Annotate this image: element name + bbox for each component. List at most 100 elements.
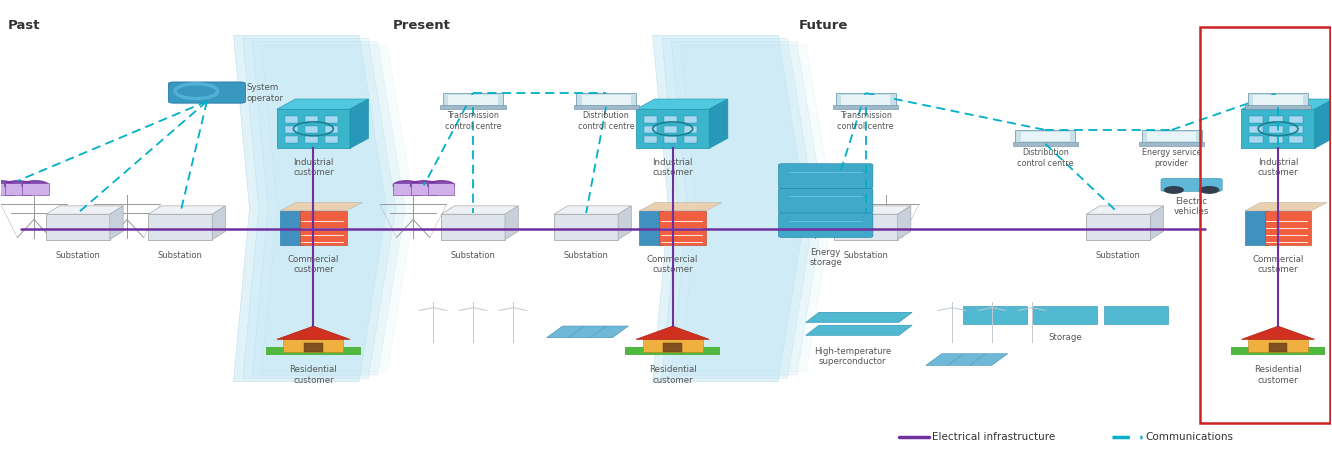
Text: Substation: Substation (159, 251, 202, 260)
FancyBboxPatch shape (305, 126, 318, 133)
Polygon shape (277, 326, 350, 339)
FancyBboxPatch shape (45, 214, 109, 239)
Circle shape (843, 171, 870, 181)
Polygon shape (1241, 326, 1315, 339)
FancyBboxPatch shape (1245, 106, 1311, 109)
Circle shape (826, 171, 852, 181)
Text: Residential
customer: Residential customer (289, 365, 337, 385)
Polygon shape (233, 35, 386, 382)
FancyBboxPatch shape (266, 347, 361, 355)
FancyBboxPatch shape (683, 126, 697, 133)
Polygon shape (554, 206, 631, 214)
FancyBboxPatch shape (449, 95, 498, 105)
Circle shape (5, 181, 31, 190)
Polygon shape (671, 42, 825, 375)
FancyBboxPatch shape (1231, 347, 1325, 355)
Text: Communications: Communications (1146, 432, 1233, 442)
FancyBboxPatch shape (1269, 116, 1283, 123)
Circle shape (23, 181, 48, 190)
FancyBboxPatch shape (778, 163, 872, 188)
FancyBboxPatch shape (277, 109, 350, 149)
Polygon shape (834, 206, 911, 214)
Polygon shape (637, 326, 709, 339)
FancyBboxPatch shape (0, 183, 15, 194)
FancyBboxPatch shape (1269, 343, 1288, 351)
FancyBboxPatch shape (304, 343, 322, 351)
Circle shape (809, 171, 835, 181)
FancyBboxPatch shape (441, 106, 506, 109)
FancyBboxPatch shape (305, 137, 318, 143)
FancyBboxPatch shape (637, 109, 709, 149)
FancyBboxPatch shape (325, 137, 338, 143)
Polygon shape (252, 42, 405, 375)
Polygon shape (1241, 99, 1332, 109)
FancyBboxPatch shape (1253, 95, 1303, 105)
Polygon shape (212, 206, 225, 239)
FancyBboxPatch shape (834, 214, 898, 239)
FancyBboxPatch shape (1289, 126, 1303, 133)
Text: Industrial
customer: Industrial customer (653, 157, 693, 177)
Polygon shape (653, 35, 806, 382)
FancyBboxPatch shape (1289, 137, 1303, 143)
FancyBboxPatch shape (280, 211, 304, 245)
Polygon shape (709, 99, 727, 149)
Text: High-temperature
superconductor: High-temperature superconductor (814, 347, 891, 366)
FancyBboxPatch shape (659, 211, 706, 245)
Polygon shape (662, 38, 815, 378)
Text: Past: Past (8, 19, 40, 32)
FancyBboxPatch shape (645, 137, 658, 143)
Polygon shape (898, 206, 911, 239)
Text: Substation: Substation (563, 251, 609, 260)
FancyBboxPatch shape (285, 126, 298, 133)
FancyBboxPatch shape (1248, 93, 1308, 107)
Circle shape (428, 181, 454, 190)
Text: Commercial
customer: Commercial customer (1252, 255, 1304, 274)
Text: Transmission
control centre: Transmission control centre (838, 112, 894, 131)
FancyBboxPatch shape (1249, 116, 1263, 123)
FancyBboxPatch shape (1020, 132, 1070, 142)
Text: Energy service
provider: Energy service provider (1142, 149, 1201, 168)
FancyBboxPatch shape (428, 183, 454, 194)
Text: Present: Present (393, 19, 452, 32)
FancyBboxPatch shape (778, 213, 872, 238)
FancyBboxPatch shape (444, 93, 503, 107)
Polygon shape (148, 206, 225, 214)
FancyBboxPatch shape (835, 93, 895, 107)
FancyBboxPatch shape (963, 307, 1027, 324)
FancyBboxPatch shape (1265, 211, 1311, 245)
FancyBboxPatch shape (1139, 143, 1204, 146)
FancyBboxPatch shape (663, 343, 682, 351)
FancyBboxPatch shape (1245, 211, 1268, 245)
Polygon shape (926, 354, 1007, 365)
FancyBboxPatch shape (683, 137, 697, 143)
FancyBboxPatch shape (809, 174, 835, 185)
Polygon shape (1087, 206, 1164, 214)
FancyBboxPatch shape (1104, 307, 1168, 324)
Polygon shape (261, 45, 414, 372)
Text: Electric
vehicles: Electric vehicles (1173, 197, 1209, 216)
FancyBboxPatch shape (1241, 109, 1315, 149)
Text: Distribution
control centre: Distribution control centre (1016, 149, 1074, 168)
FancyBboxPatch shape (441, 214, 505, 239)
Polygon shape (505, 206, 518, 239)
Polygon shape (681, 45, 834, 372)
Text: Substation: Substation (843, 251, 888, 260)
Circle shape (393, 181, 420, 190)
Polygon shape (806, 325, 912, 335)
FancyBboxPatch shape (554, 214, 618, 239)
FancyBboxPatch shape (1147, 132, 1196, 142)
Text: Industrial
customer: Industrial customer (1257, 157, 1299, 177)
FancyBboxPatch shape (840, 95, 890, 105)
Polygon shape (546, 326, 629, 338)
FancyBboxPatch shape (168, 82, 245, 103)
Polygon shape (1151, 206, 1164, 239)
Text: Future: Future (799, 19, 848, 32)
FancyBboxPatch shape (325, 116, 338, 123)
FancyBboxPatch shape (665, 126, 677, 133)
Text: Industrial
customer: Industrial customer (293, 157, 334, 177)
FancyBboxPatch shape (1249, 137, 1263, 143)
Polygon shape (277, 99, 369, 109)
Polygon shape (1315, 99, 1332, 149)
FancyBboxPatch shape (1015, 130, 1075, 144)
Text: Distribution
control centre: Distribution control centre (578, 112, 634, 131)
